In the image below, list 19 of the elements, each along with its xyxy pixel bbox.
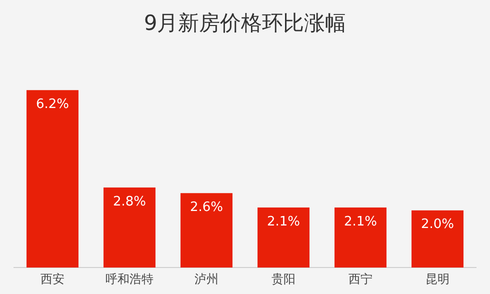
bar xyxy=(258,207,310,268)
x-tick-label: 西宁 xyxy=(348,272,372,286)
bar xyxy=(26,90,78,268)
data-label: 2.1% xyxy=(344,214,378,230)
data-label: 2.6% xyxy=(190,200,224,216)
bar xyxy=(104,187,156,268)
x-tick-label: 西安 xyxy=(40,272,64,286)
bar xyxy=(412,210,464,268)
x-tick-label: 昆明 xyxy=(426,272,450,286)
x-tick-label: 贵阳 xyxy=(272,272,296,286)
data-label: 2.1% xyxy=(266,214,300,230)
chart-title: 9月新房价格环比涨幅 xyxy=(144,11,346,36)
data-label: 2.0% xyxy=(420,217,454,232)
data-label: 6.2% xyxy=(36,96,70,112)
x-tick-label: 呼和浩特 xyxy=(106,272,154,286)
bar xyxy=(334,207,386,268)
x-tick-label: 泸州 xyxy=(194,272,218,286)
bar xyxy=(180,193,232,268)
data-label: 2.8% xyxy=(112,194,146,210)
